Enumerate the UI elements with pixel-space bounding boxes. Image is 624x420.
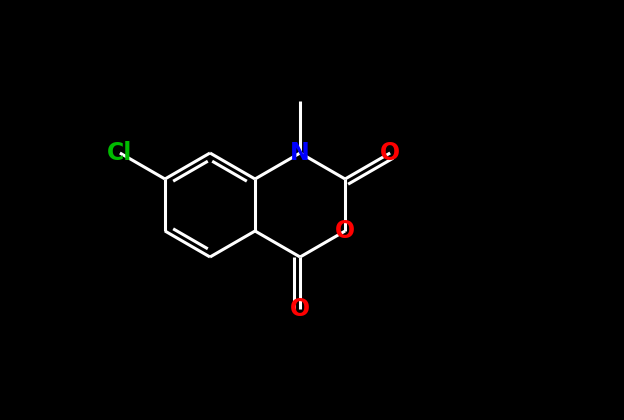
Text: O: O bbox=[290, 297, 310, 321]
Text: N: N bbox=[290, 141, 310, 165]
Text: O: O bbox=[335, 219, 355, 243]
Text: O: O bbox=[380, 141, 400, 165]
Text: Cl: Cl bbox=[107, 141, 133, 165]
